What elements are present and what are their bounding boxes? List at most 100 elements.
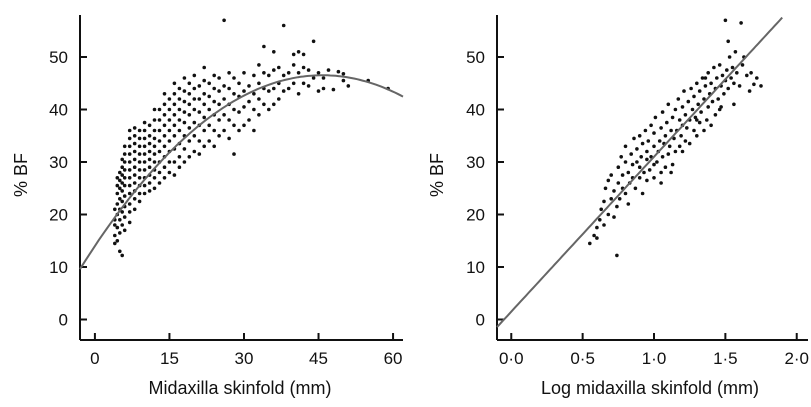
left-data-point <box>306 68 311 72</box>
left-data-point <box>217 134 221 138</box>
left-data-point <box>132 165 137 169</box>
right-x-tick-label: 2·0 <box>784 349 809 368</box>
left-data-point <box>137 136 142 141</box>
left-data-point <box>115 239 120 243</box>
left-data-point <box>187 81 192 86</box>
left-data-point <box>316 89 321 93</box>
left-data-point <box>127 168 132 172</box>
right-data-point <box>677 118 682 122</box>
left-data-point <box>197 84 202 88</box>
left-data-point <box>217 76 221 80</box>
left-data-point <box>192 120 197 125</box>
left-data-point <box>321 76 326 80</box>
left-data-point <box>162 92 167 96</box>
right-data-point <box>669 128 673 133</box>
right-data-point <box>737 84 742 88</box>
left-data-point <box>311 39 316 44</box>
left-data-point <box>272 50 276 54</box>
right-data-point <box>679 134 683 138</box>
right-data-point <box>729 76 733 80</box>
left-data-point <box>147 123 152 128</box>
left-data-point <box>132 141 137 146</box>
left-data-point <box>207 139 211 143</box>
left-data-point <box>296 92 301 96</box>
left-data-point <box>182 147 187 151</box>
left-data-point <box>267 73 271 78</box>
left-data-point <box>187 139 192 143</box>
left-data-point <box>286 71 291 75</box>
left-data-point <box>152 152 157 156</box>
right-x-axis: 0·0 0·5 1·0 1·5 2·0 <box>497 333 809 368</box>
left-data-point <box>132 157 137 162</box>
right-data-point <box>683 113 688 117</box>
left-data-point <box>172 92 177 96</box>
right-y-tick-label: 40 <box>466 101 485 120</box>
left-data-point <box>341 72 346 76</box>
left-data-point <box>142 144 147 149</box>
left-data-point <box>172 81 177 86</box>
right-data-point <box>639 155 643 159</box>
right-data-point <box>623 160 628 164</box>
right-data-point <box>637 134 642 138</box>
right-data-point <box>739 21 743 25</box>
left-data-point <box>182 89 187 93</box>
left-data-point <box>202 102 206 107</box>
left-data-point <box>152 107 157 112</box>
right-data-point <box>660 110 665 114</box>
left-data-point <box>341 78 346 83</box>
right-data-point <box>595 236 599 240</box>
left-data-point <box>127 144 132 149</box>
right-data-point <box>732 102 736 107</box>
left-data-point <box>296 50 301 54</box>
right-data-point <box>686 99 691 104</box>
left-data-point <box>120 223 124 227</box>
left-data-point <box>122 215 127 219</box>
left-data-point <box>222 84 226 88</box>
left-data-point <box>147 134 152 138</box>
right-data-point <box>598 218 602 222</box>
left-data-point <box>177 97 182 101</box>
right-data-point <box>709 123 713 128</box>
right-points <box>588 18 763 258</box>
right-data-point <box>626 202 631 206</box>
left-data-point <box>137 128 142 133</box>
right-data-point <box>663 134 668 138</box>
left-data-point <box>137 176 142 180</box>
left-data-point <box>142 191 147 196</box>
left-data-point <box>147 181 152 185</box>
left-data-point <box>227 86 231 91</box>
left-data-point <box>222 128 226 133</box>
left-data-point <box>115 202 120 206</box>
right-data-point <box>699 110 703 114</box>
left-data-point <box>142 152 147 156</box>
right-data-point <box>703 76 708 80</box>
right-data-point <box>630 162 635 167</box>
left-data-point <box>212 99 216 104</box>
left-data-point <box>162 165 167 169</box>
left-data-point <box>167 128 172 133</box>
left-data-point <box>113 207 117 212</box>
right-data-point <box>655 160 659 164</box>
left-x-axis: 0 15 30 45 60 <box>80 333 403 368</box>
left-data-point <box>232 107 236 112</box>
left-data-point <box>127 152 132 156</box>
left-data-point <box>115 225 120 230</box>
left-data-point <box>257 113 261 117</box>
left-data-point <box>197 139 202 143</box>
left-data-point <box>277 97 281 101</box>
left-data-point <box>242 105 246 109</box>
left-data-point <box>152 144 157 149</box>
left-data-point <box>127 210 132 214</box>
right-data-point <box>592 233 596 238</box>
right-data-point <box>645 157 649 162</box>
left-data-point <box>132 149 137 154</box>
left-data-point <box>157 149 162 154</box>
left-data-point <box>212 128 216 133</box>
right-data-point <box>666 152 671 156</box>
left-data-point <box>192 149 197 154</box>
left-y-tick-label: 0 <box>59 311 68 330</box>
left-data-point <box>202 65 206 70</box>
right-data-point <box>609 197 613 201</box>
right-data-point <box>705 118 709 122</box>
left-data-point <box>197 110 202 114</box>
